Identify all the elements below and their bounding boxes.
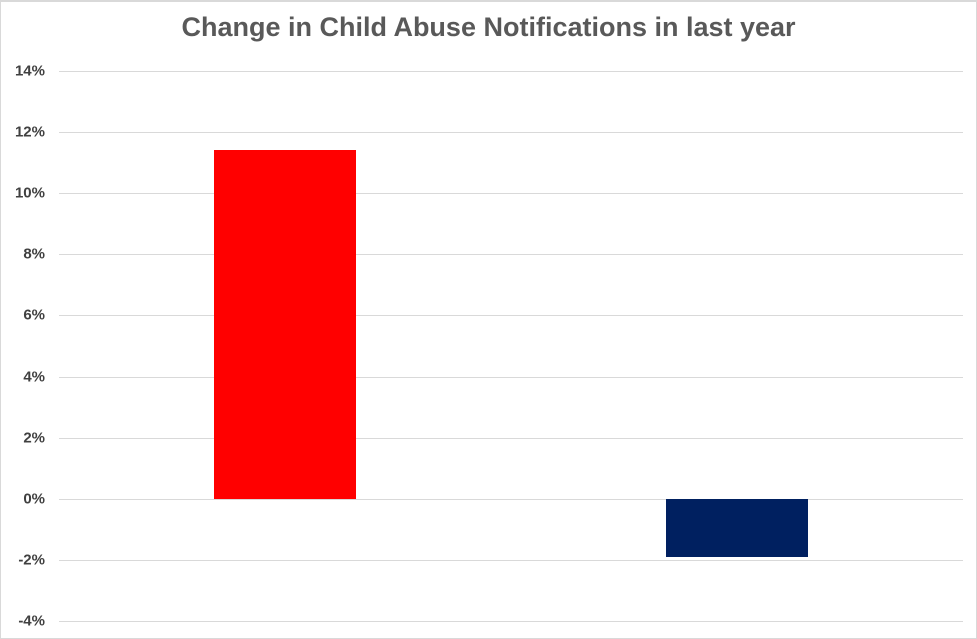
gridline-10%: [59, 193, 963, 195]
y-tick-label-2%: 2%: [23, 429, 45, 447]
bar-positive: [214, 150, 356, 499]
gridline-4%: [59, 376, 963, 378]
gridline--4%: [59, 621, 963, 622]
y-tick-label-0%: 0%: [23, 490, 45, 508]
y-tick-label--2%: -2%: [18, 551, 45, 569]
y-tick-label--4%: -4%: [18, 612, 45, 630]
y-tick-label-10%: 10%: [14, 184, 45, 202]
y-tick-label-6%: 6%: [23, 306, 45, 324]
bar-negative: [666, 498, 808, 557]
gridline--2%: [59, 559, 963, 561]
gridline-0%: [59, 498, 963, 500]
gridline-8%: [59, 254, 963, 256]
y-tick-label-4%: 4%: [23, 368, 45, 386]
y-tick-label-12%: 12%: [14, 123, 45, 141]
y-tick-label-14%: 14%: [14, 62, 45, 80]
plot-area: [59, 71, 963, 622]
gridline-14%: [59, 71, 963, 72]
gridline-6%: [59, 315, 963, 317]
chart-title: Change in Child Abuse Notifications in l…: [181, 12, 796, 42]
gridline-2%: [59, 437, 963, 439]
gridline-12%: [59, 132, 963, 134]
y-tick-label-8%: 8%: [23, 245, 45, 263]
y-axis-tick-labels: 14% 12% 10% 8% 6% 4% 2% 0% -2% -4%: [1, 2, 49, 638]
